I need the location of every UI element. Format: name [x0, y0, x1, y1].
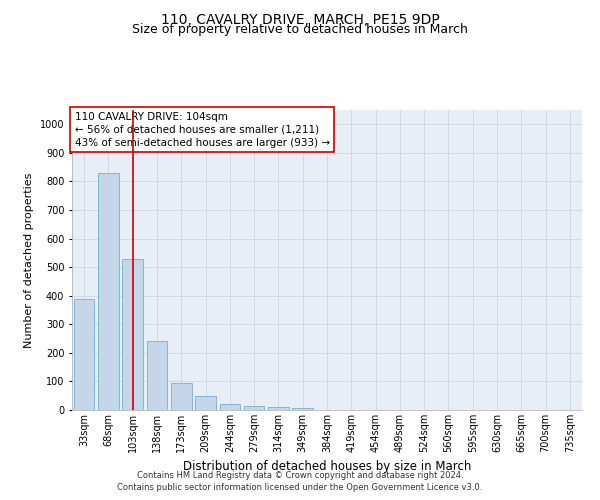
Bar	[74, 298, 94, 410]
Y-axis label: Number of detached properties: Number of detached properties	[25, 172, 34, 348]
Text: 110, CAVALRY DRIVE, MARCH, PE15 9DP: 110, CAVALRY DRIVE, MARCH, PE15 9DP	[161, 12, 439, 26]
Bar	[292, 408, 313, 410]
Bar	[98, 173, 119, 410]
Bar	[122, 258, 143, 410]
Text: 110 CAVALRY DRIVE: 104sqm
← 56% of detached houses are smaller (1,211)
43% of se: 110 CAVALRY DRIVE: 104sqm ← 56% of detac…	[74, 112, 329, 148]
Text: Contains HM Land Registry data © Crown copyright and database right 2024.
Contai: Contains HM Land Registry data © Crown c…	[118, 471, 482, 492]
Text: Size of property relative to detached houses in March: Size of property relative to detached ho…	[132, 22, 468, 36]
Bar	[220, 404, 240, 410]
X-axis label: Distribution of detached houses by size in March: Distribution of detached houses by size …	[183, 460, 471, 473]
Bar	[171, 383, 191, 410]
Bar	[195, 396, 216, 410]
Bar	[146, 342, 167, 410]
Bar	[244, 406, 265, 410]
Bar	[268, 407, 289, 410]
